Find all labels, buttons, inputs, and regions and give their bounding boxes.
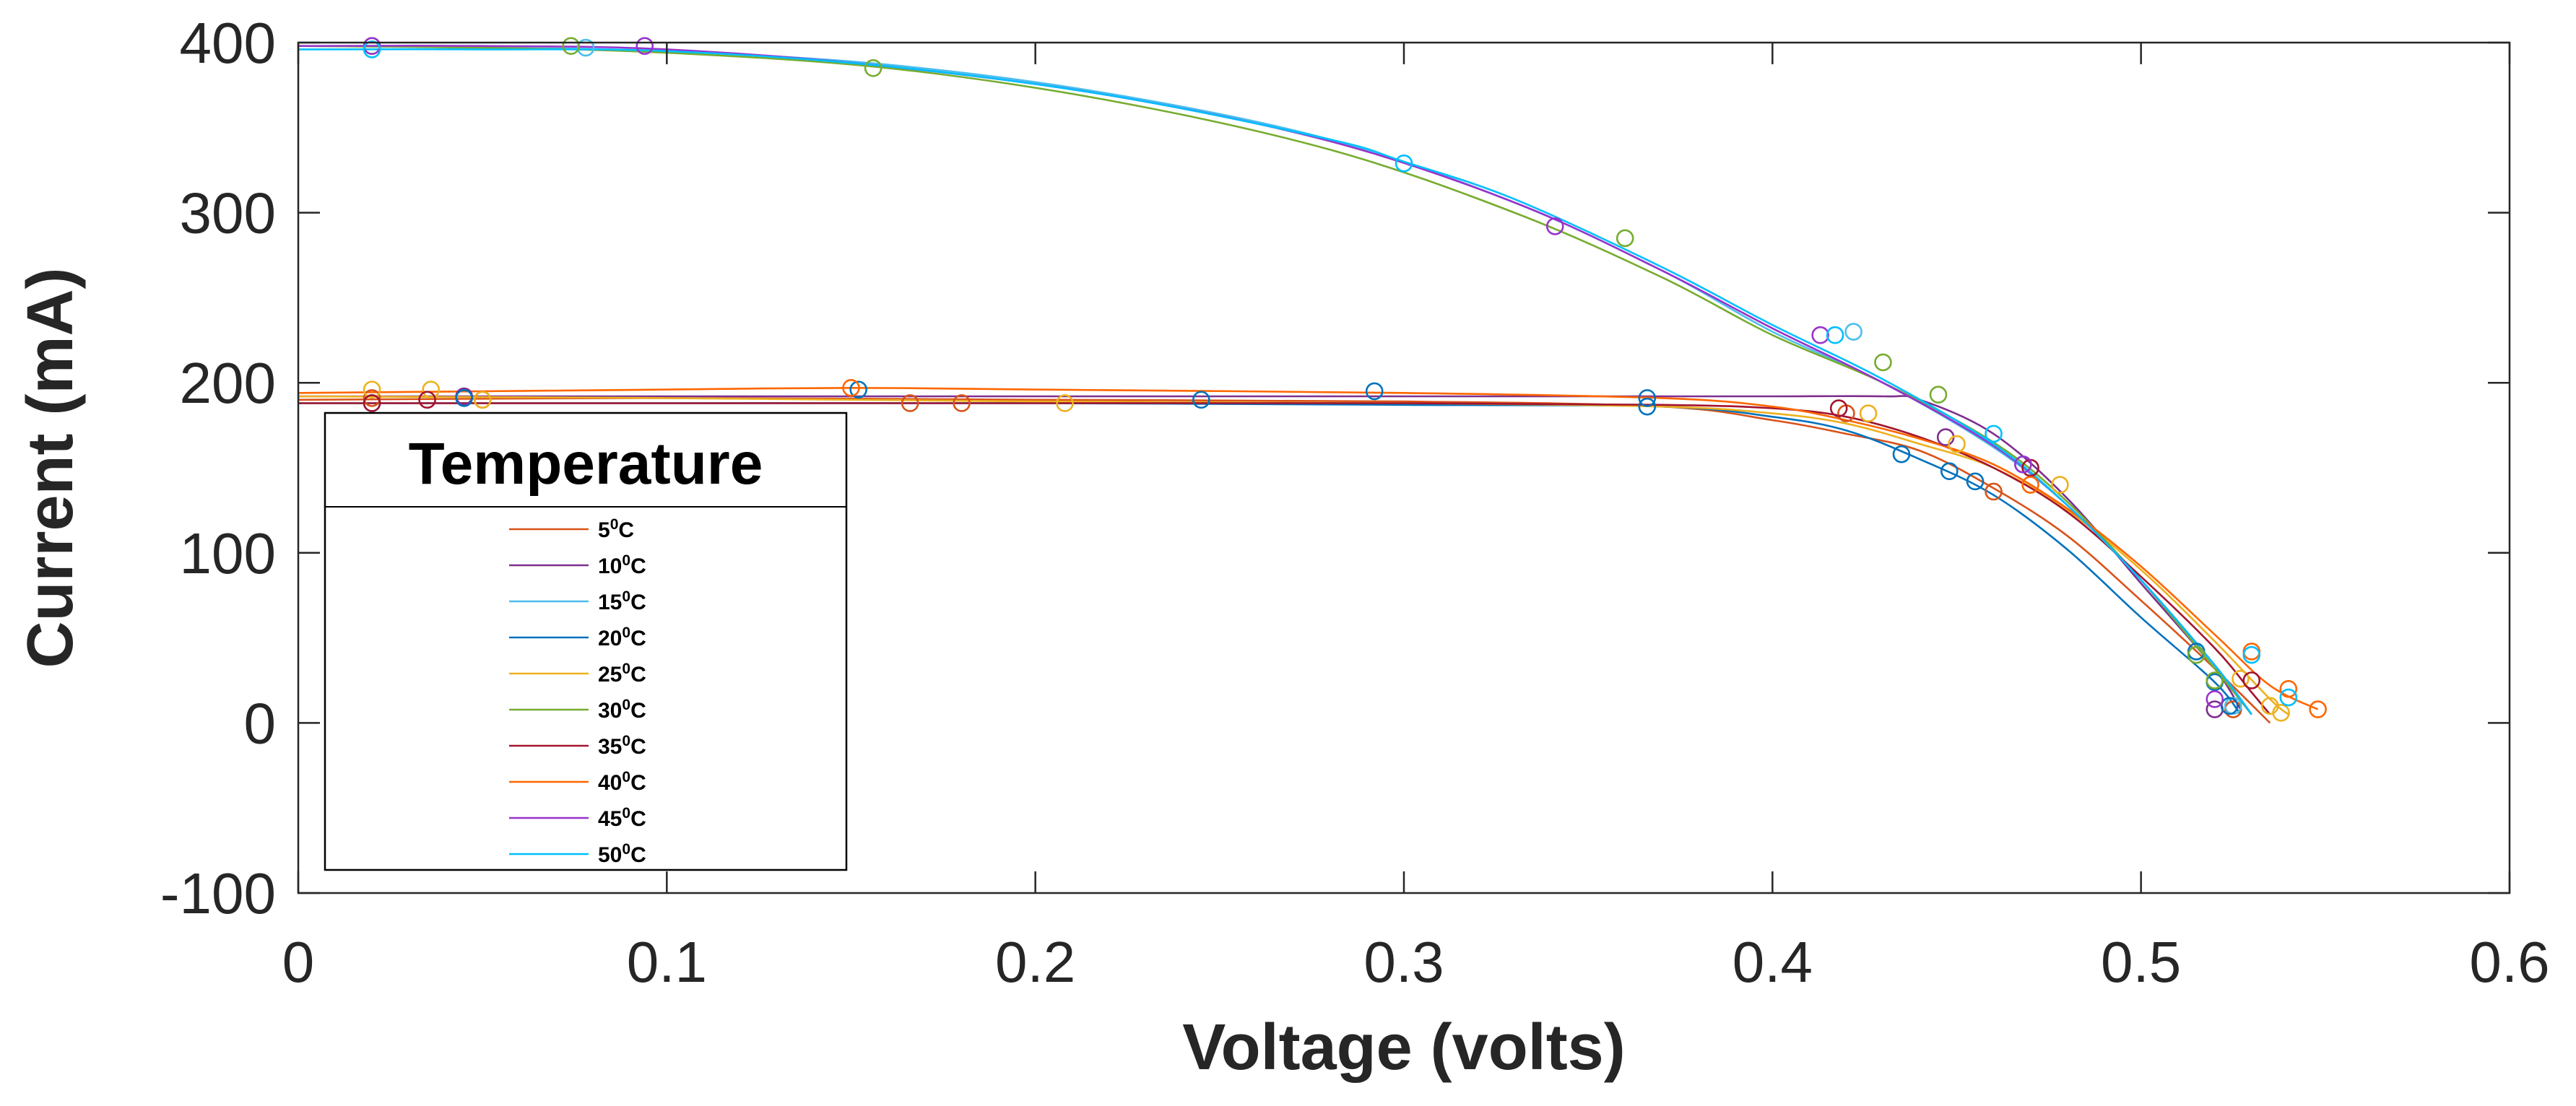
x-tick-label: 0.6 (2469, 930, 2549, 994)
data-point-50C-5 (2279, 688, 2298, 707)
legend-label-15C: 150C (598, 588, 646, 614)
y-tick-label: 0 (244, 691, 277, 755)
legend-label-5C: 50C (598, 516, 634, 542)
data-point-45C-3 (1811, 326, 1829, 344)
data-point-35C-0 (363, 394, 381, 412)
data-point-30C-4 (1874, 353, 1892, 372)
series-line-30C (298, 45, 2252, 715)
data-point-20C-7 (1892, 445, 1911, 463)
legend-label-20C: 200C (598, 624, 646, 650)
y-tick-label: 200 (180, 351, 276, 415)
data-point-35C-2 (1829, 399, 1848, 417)
data-point-40C-0 (842, 378, 860, 397)
data-point-30C-3 (1616, 229, 1634, 248)
data-point-15C-0 (576, 38, 595, 57)
data-point-25C-9 (2272, 703, 2290, 722)
data-point-25C-5 (1948, 435, 1966, 453)
y-tick-label: -100 (160, 861, 276, 926)
y-axis-label: Current (mA) (14, 268, 87, 669)
y-tick-label: 300 (180, 181, 276, 245)
data-point-20C-12 (2220, 697, 2239, 715)
data-point-25C-6 (2051, 476, 2069, 494)
data-point-25C-0 (363, 380, 381, 399)
data-point-5C-2 (901, 394, 919, 412)
series-curves (298, 45, 2319, 724)
x-tick-label: 0.1 (627, 930, 707, 994)
data-point-40C-4 (2309, 700, 2327, 718)
x-tick-label: 0.3 (1363, 930, 1444, 994)
legend-label-50C: 500C (598, 841, 646, 867)
data-point-35C-1 (418, 391, 436, 409)
data-point-50C-2 (1826, 326, 1844, 344)
data-point-40C-3 (2279, 679, 2298, 698)
data-point-20C-4 (1365, 382, 1384, 401)
data-point-20C-9 (1966, 472, 1985, 491)
data-point-5C-5 (1985, 482, 2003, 501)
y-tick-label: 400 (180, 11, 276, 75)
data-point-15C-1 (1844, 323, 1862, 341)
data-point-45C-4 (2014, 455, 2032, 474)
data-point-5C-3 (953, 394, 971, 412)
legend: Temperature 50C 100C 150C 200C 250C 300C 350C 4… (324, 412, 848, 871)
legend-label-25C: 250C (598, 661, 646, 687)
data-point-35C-4 (2242, 671, 2261, 689)
data-point-20C-6 (1638, 389, 1657, 407)
series-markers (363, 37, 2327, 722)
data-point-25C-4 (1859, 404, 1878, 422)
data-point-25C-7 (2232, 669, 2250, 688)
data-point-5C-0 (363, 389, 381, 407)
legend-entries: 50C 100C 150C 200C 250C 300C 350C 400C 450C 500C (509, 516, 646, 867)
data-point-25C-3 (1056, 394, 1074, 412)
data-point-20C-2 (849, 380, 868, 399)
data-point-40C-1 (2021, 476, 2039, 494)
legend-label-45C: 450C (598, 805, 646, 831)
x-axis-label: Voltage (volts) (1182, 1011, 1625, 1084)
x-tick-label: 0.5 (2101, 930, 2181, 994)
legend-box (324, 412, 848, 871)
data-point-50C-0 (363, 40, 381, 58)
data-point-30C-6 (2187, 645, 2206, 664)
legend-label-40C: 400C (598, 769, 646, 795)
data-point-25C-2 (473, 391, 492, 409)
series-line-35C (298, 402, 2271, 715)
legend-title: Temperature (409, 431, 763, 497)
x-tick-label: 0.2 (995, 930, 1075, 994)
data-point-45C-1 (636, 37, 654, 56)
data-point-50C-3 (1985, 424, 2003, 443)
data-point-20C-1 (455, 389, 473, 407)
data-point-30C-5 (1929, 386, 1948, 404)
data-point-30C-2 (864, 59, 882, 77)
data-point-30C-7 (2206, 671, 2224, 689)
legend-label-35C: 350C (598, 733, 646, 759)
x-tick-label: 0 (282, 930, 315, 994)
x-tick-label: 0.4 (1732, 930, 1813, 994)
series-line-25C (298, 395, 2289, 715)
legend-label-10C: 100C (598, 552, 646, 578)
data-point-20C-5 (1638, 397, 1657, 416)
data-point-25C-1 (422, 380, 441, 399)
data-point-50C-1 (1395, 154, 1413, 173)
legend-label-30C: 300C (598, 697, 646, 723)
series-line-40C (298, 386, 2319, 710)
data-point-45C-2 (1545, 217, 1564, 235)
data-point-20C-3 (1192, 391, 1210, 409)
data-point-45C-5 (2206, 690, 2224, 708)
data-point-20C-8 (1940, 462, 1959, 481)
data-point-50C-4 (2242, 645, 2261, 664)
series-line-50C (298, 48, 2252, 715)
data-point-30C-1 (562, 37, 580, 56)
y-tick-label: 100 (180, 521, 276, 585)
